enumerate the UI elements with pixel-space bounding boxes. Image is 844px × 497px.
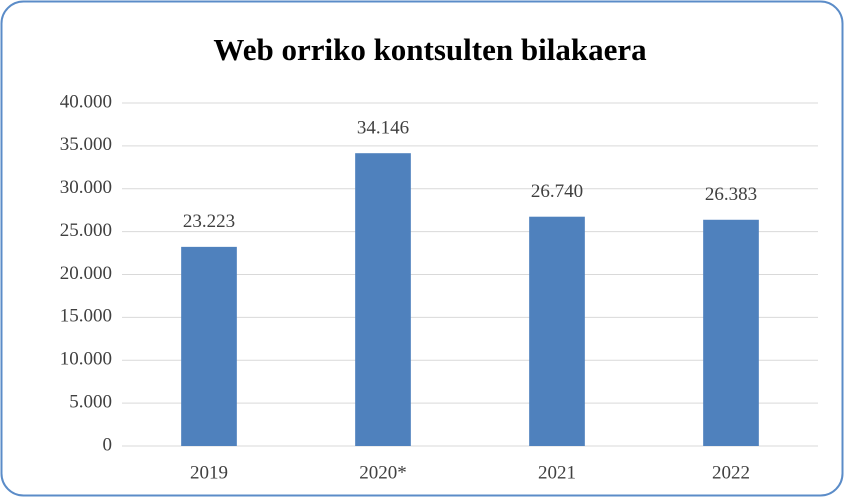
bar [529,216,585,446]
x-tick-label: 2019 [190,462,228,483]
x-tick-label: 2022 [712,462,750,483]
data-label: 26.383 [705,184,757,205]
bar [355,153,411,446]
chart-title: Web orriko kontsulten bilakaera [213,32,647,67]
data-label: 26.740 [531,181,583,202]
y-tick-label: 5.000 [69,391,112,412]
data-label: 34.146 [357,118,409,139]
x-tick-label: 2020* [359,462,407,483]
x-tick-label: 2021 [538,462,576,483]
y-tick-label: 40.000 [60,91,112,112]
data-label: 23.223 [183,211,235,232]
bar [181,246,237,446]
y-tick-label: 35.000 [60,134,112,155]
y-tick-label: 0 [103,434,113,455]
y-tick-label: 15.000 [60,306,112,327]
y-tick-label: 20.000 [60,263,112,284]
y-tick-label: 30.000 [60,177,112,198]
bar [703,219,759,446]
y-tick-label: 25.000 [60,220,112,241]
y-tick-label: 10.000 [60,349,112,370]
